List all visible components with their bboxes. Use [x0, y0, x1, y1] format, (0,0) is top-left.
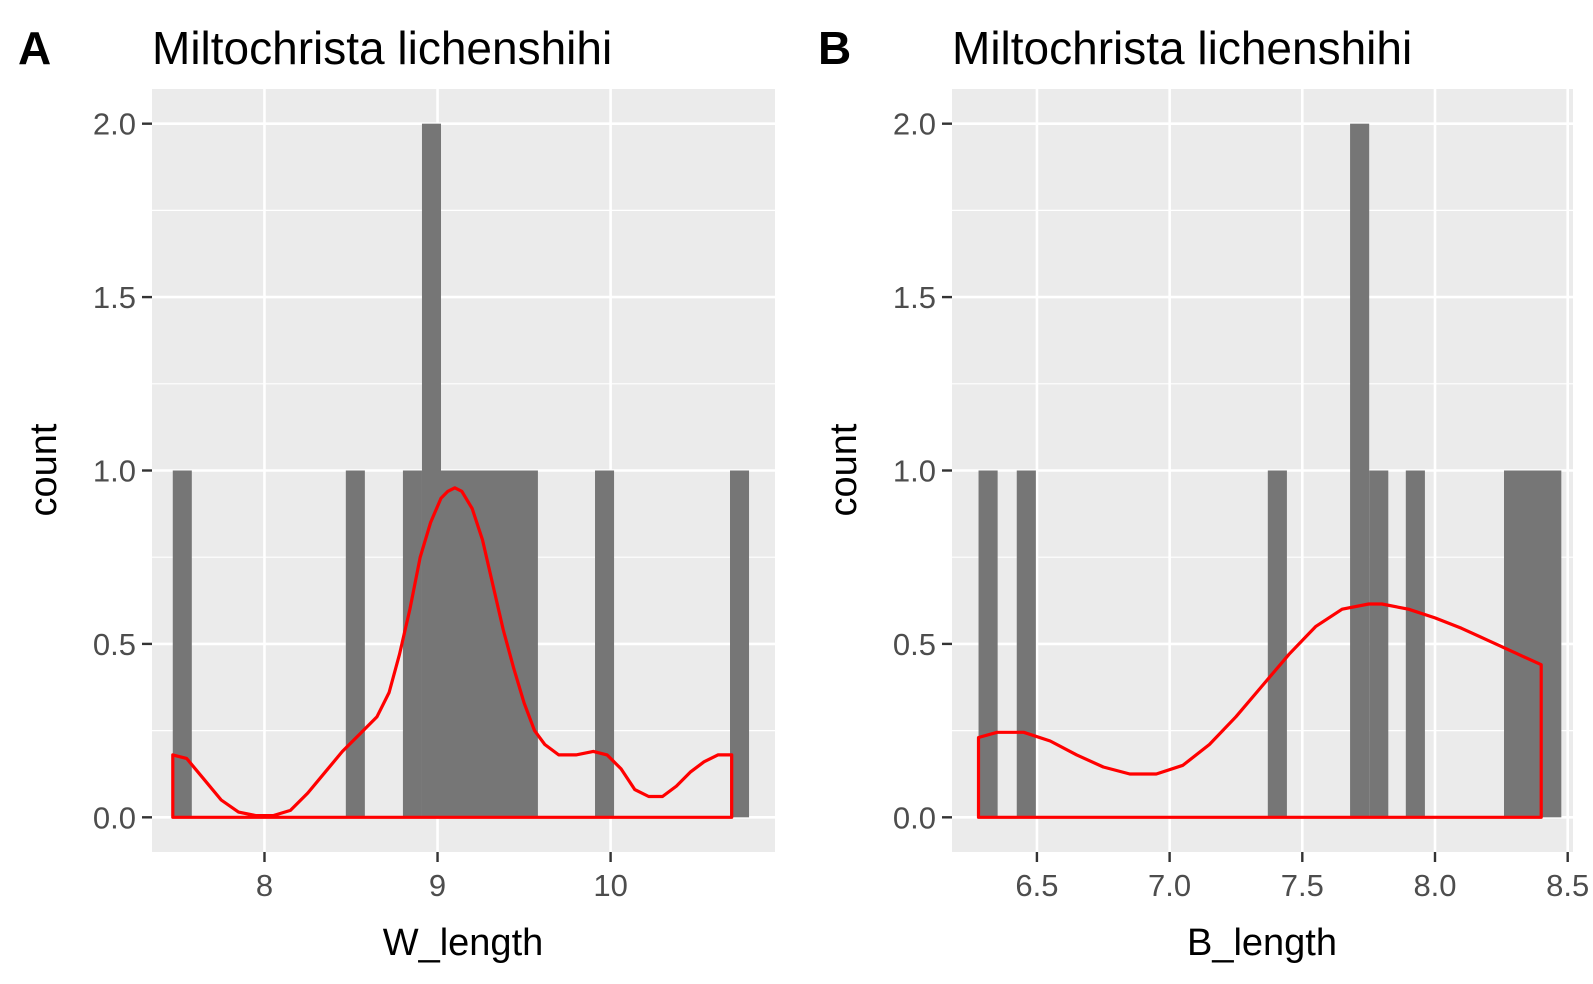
- y-tick-label: 2.0: [893, 107, 936, 142]
- panel-a: A Miltochrista lichenshihi 0.0 0.5 1.0 1.5 2…: [18, 22, 775, 964]
- panel-b-x-axis-title: B_length: [1187, 922, 1337, 964]
- x-tick-label: 9: [429, 868, 446, 903]
- panel-a-y-axis-title: count: [23, 423, 65, 516]
- panel-a-tick-labels: 0.0 0.5 1.0 1.5 2.0 8 9 10: [93, 107, 628, 903]
- x-tick-label: 7.5: [1281, 868, 1324, 903]
- histogram-bar: [1369, 470, 1389, 818]
- panel-b-tick-labels: 0.0 0.5 1.0 1.5 2.0 6.5 7.0 7.5 8.0 8.5: [893, 107, 1589, 903]
- histogram-bar: [1405, 470, 1425, 818]
- panel-a-density-curve: [171, 486, 734, 819]
- y-tick-label: 1.0: [93, 454, 136, 489]
- panel-b: B Miltochrista lichenshihi 0.0 0.5 1.0 1.5 2…: [818, 22, 1589, 964]
- histogram-bar: [595, 470, 615, 818]
- panel-b-histogram-bars: [978, 123, 1562, 818]
- histogram-bar: [1350, 123, 1370, 818]
- x-tick-label: 8.0: [1413, 868, 1456, 903]
- y-tick-label: 0.0: [93, 800, 136, 835]
- histogram-bar: [345, 470, 365, 818]
- y-tick-label: 1.5: [893, 280, 936, 315]
- panel-a-tag: A: [18, 22, 51, 74]
- y-tick-label: 0.5: [93, 627, 136, 662]
- x-tick-label: 8: [256, 868, 273, 903]
- y-tick-label: 0.5: [893, 627, 936, 662]
- histogram-bar: [172, 470, 192, 818]
- density-line: [171, 486, 734, 819]
- y-tick-label: 1.5: [93, 280, 136, 315]
- x-tick-label: 10: [593, 868, 627, 903]
- histogram-bar: [1016, 470, 1036, 818]
- x-tick-label: 7.0: [1148, 868, 1191, 903]
- histogram-bar: [421, 123, 442, 818]
- panel-a-histogram-bars: [172, 123, 750, 818]
- panel-b-y-axis-title: count: [823, 423, 865, 516]
- histogram-bar: [441, 470, 538, 818]
- density-line: [976, 602, 1543, 819]
- histogram-bar: [978, 470, 998, 818]
- panel-a-title: Miltochrista lichenshihi: [152, 22, 612, 74]
- panel-b-density-curve: [976, 602, 1543, 819]
- histogram-bar: [1267, 470, 1287, 818]
- histogram-bar: [730, 470, 750, 818]
- panel-a-x-axis-title: W_length: [383, 922, 544, 964]
- y-tick-label: 0.0: [893, 800, 936, 835]
- panel-b-gridlines: [952, 89, 1573, 852]
- y-tick-label: 1.0: [893, 454, 936, 489]
- panel-b-tag: B: [818, 22, 851, 74]
- y-tick-label: 2.0: [93, 107, 136, 142]
- panel-b-title: Miltochrista lichenshihi: [952, 22, 1412, 74]
- histogram-bar: [402, 470, 422, 818]
- histogram-bar: [1504, 470, 1562, 818]
- x-tick-label: 6.5: [1015, 868, 1058, 903]
- x-tick-label: 8.5: [1546, 868, 1589, 903]
